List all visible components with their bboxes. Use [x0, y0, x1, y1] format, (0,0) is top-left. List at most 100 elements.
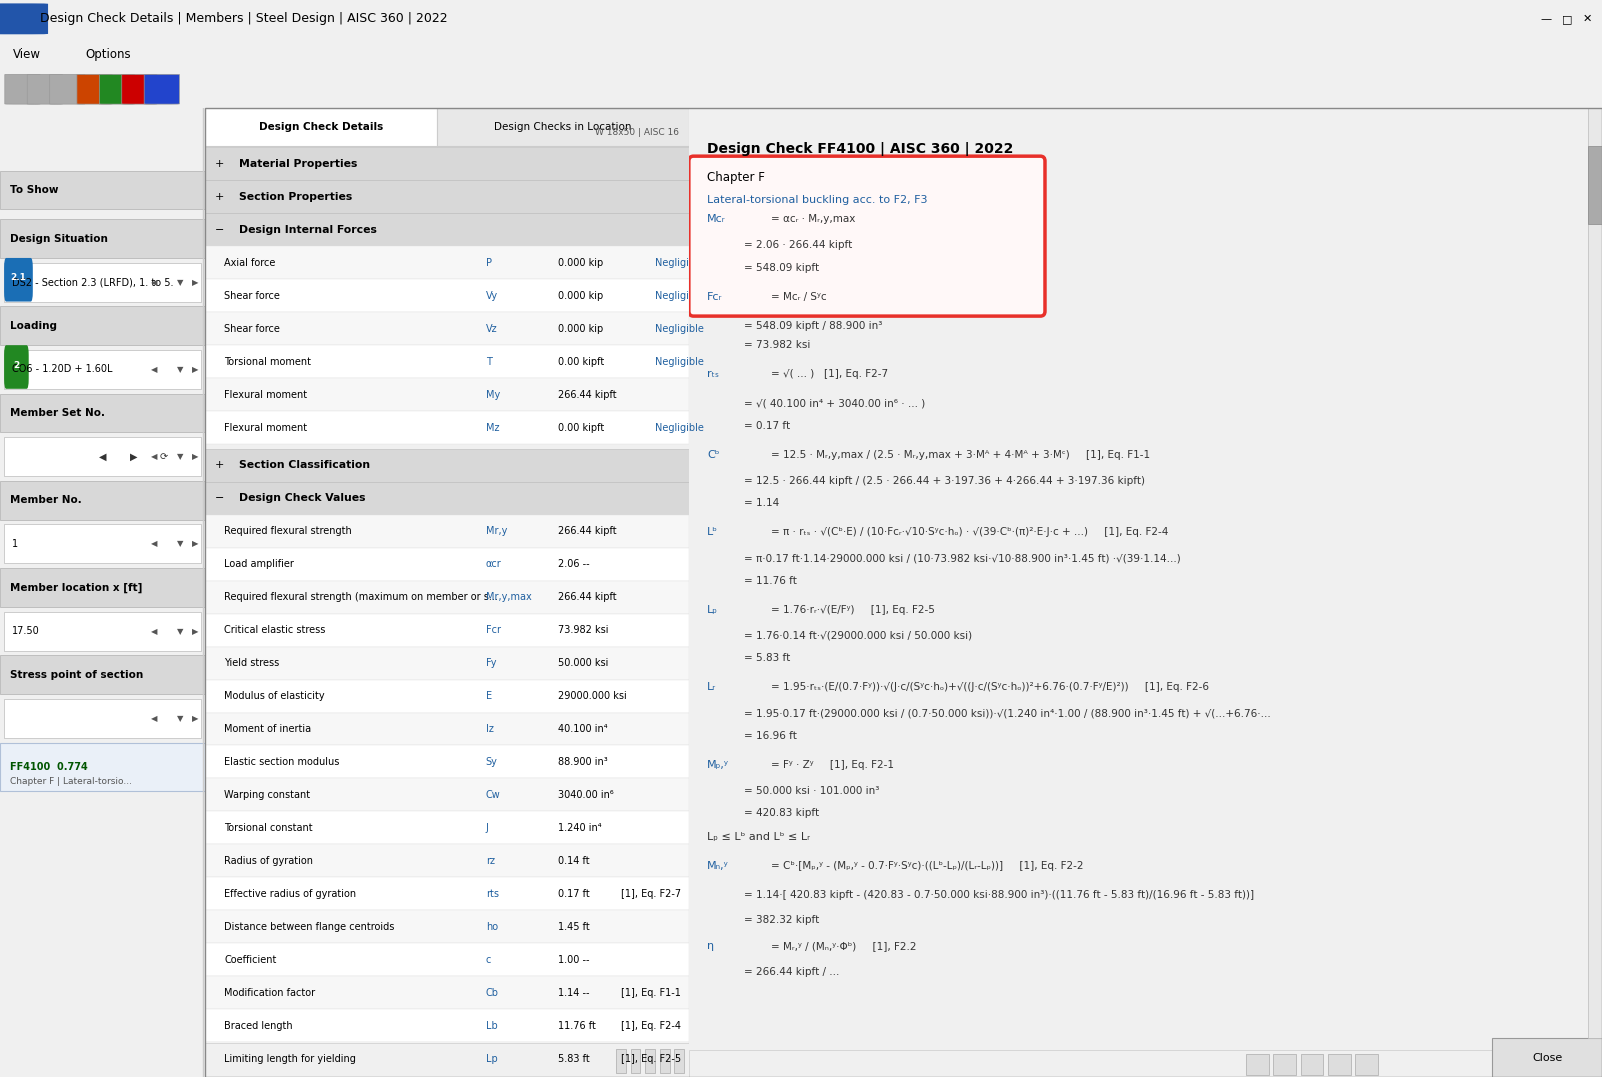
Text: = Mᴄᵣ / Sʸᴄ: = Mᴄᵣ / Sʸᴄ: [771, 292, 827, 302]
Text: Effective radius of gyration: Effective radius of gyration: [224, 889, 357, 899]
Text: 266.44 kipft: 266.44 kipft: [557, 390, 617, 400]
Text: = Cᵇ·[Mₚ,ʸ - (Mₚ,ʸ - 0.7·Fʸ·Sʸᴄ)·((Lᵇ-Lₚ)/(Lᵣ-Lₚ))]     [1], Eq. F2-2: = Cᵇ·[Mₚ,ʸ - (Mₚ,ʸ - 0.7·Fʸ·Sʸᴄ)·((Lᵇ-Lₚ…: [771, 861, 1083, 870]
Text: 40.100 in⁴: 40.100 in⁴: [557, 724, 607, 735]
Text: Lp: Lp: [485, 1053, 497, 1064]
Bar: [205, 943, 689, 976]
Text: Fy: Fy: [485, 658, 497, 668]
Bar: [5, 437, 200, 476]
Bar: [205, 1009, 689, 1043]
Bar: [0, 170, 205, 209]
Text: Vy: Vy: [485, 291, 498, 300]
Text: Vz: Vz: [485, 324, 497, 334]
FancyBboxPatch shape: [99, 74, 135, 104]
Bar: [0, 655, 205, 694]
Text: 2.06 --: 2.06 --: [557, 559, 590, 570]
FancyBboxPatch shape: [27, 74, 62, 104]
Text: Yield stress: Yield stress: [224, 658, 280, 668]
Text: Cb: Cb: [485, 988, 498, 997]
Text: αcr: αcr: [485, 559, 501, 570]
Text: +: +: [215, 192, 224, 201]
Text: 29000.000 ksi: 29000.000 ksi: [557, 691, 626, 701]
Text: Torsional constant: Torsional constant: [224, 823, 312, 833]
Text: Design Checks in Location: Design Checks in Location: [495, 122, 631, 132]
Text: Load amplifier: Load amplifier: [224, 559, 295, 570]
Text: Negligible: Negligible: [655, 257, 703, 268]
Text: Section Properties: Section Properties: [239, 192, 352, 201]
FancyBboxPatch shape: [77, 74, 112, 104]
Text: 50.000 ksi: 50.000 ksi: [557, 658, 609, 668]
Text: Close: Close: [1532, 1052, 1562, 1063]
Bar: [205, 449, 689, 481]
Text: ⟳: ⟳: [160, 451, 168, 462]
Bar: [5, 699, 200, 738]
Text: 1: 1: [13, 538, 19, 549]
Text: □: □: [1562, 14, 1572, 24]
Bar: [205, 581, 689, 614]
Text: View: View: [13, 48, 40, 61]
Text: 266.44 kipft: 266.44 kipft: [557, 527, 617, 536]
Text: rₜₛ: rₜₛ: [706, 369, 719, 379]
Text: = 1.95·0.17 ft·(29000.000 ksi / (0.7·50.000 ksi))·√(1.240 in⁴·1.00 / (88.900 in³: = 1.95·0.17 ft·(29000.000 ksi / (0.7·50.…: [743, 709, 1270, 718]
Text: Stress point of section: Stress point of section: [10, 670, 144, 680]
Text: = 11.76 ft: = 11.76 ft: [743, 576, 796, 586]
Text: Critical elastic stress: Critical elastic stress: [224, 625, 325, 635]
Bar: [205, 1075, 689, 1077]
Text: = 1.14·[ 420.83 kipft - (420.83 - 0.7·50.000 ksi·88.900 in³)·((11.76 ft - 5.83 f: = 1.14·[ 420.83 kipft - (420.83 - 0.7·50…: [743, 890, 1254, 899]
Text: Modification factor: Modification factor: [224, 988, 316, 997]
Text: Torsional moment: Torsional moment: [224, 356, 311, 366]
Text: 266.44 kipft: 266.44 kipft: [557, 592, 617, 602]
Bar: [0, 569, 205, 607]
Bar: [205, 646, 689, 680]
Text: Axial force: Axial force: [224, 257, 276, 268]
Text: ◀: ◀: [151, 452, 157, 461]
Bar: [1246, 1053, 1269, 1075]
Text: Section Classification: Section Classification: [239, 460, 370, 471]
Text: Member Set No.: Member Set No.: [10, 408, 106, 418]
Text: = 2.06 · 266.44 kipft: = 2.06 · 266.44 kipft: [743, 240, 852, 250]
Text: Mr,y,max: Mr,y,max: [485, 592, 532, 602]
Text: rz: rz: [485, 856, 495, 866]
Text: ▶: ▶: [192, 452, 199, 461]
Text: E: E: [485, 691, 492, 701]
Bar: [205, 878, 689, 910]
Text: 73.982 ksi: 73.982 ksi: [557, 625, 609, 635]
Text: ▼: ▼: [178, 365, 184, 374]
FancyBboxPatch shape: [144, 74, 179, 104]
Text: 1.00 --: 1.00 --: [557, 954, 590, 965]
Text: = 266.44 kipft / ...: = 266.44 kipft / ...: [743, 967, 839, 977]
Text: DS2 - Section 2.3 (LRFD), 1. to 5.: DS2 - Section 2.3 (LRFD), 1. to 5.: [13, 277, 173, 288]
Text: = 5.83 ft: = 5.83 ft: [743, 654, 790, 663]
Text: Modulus of elasticity: Modulus of elasticity: [224, 691, 325, 701]
Bar: [1274, 1053, 1296, 1075]
Text: = 548.09 kipft: = 548.09 kipft: [743, 263, 819, 272]
Text: ▶: ▶: [130, 451, 138, 462]
Bar: [205, 844, 689, 878]
Text: Lateral-torsional buckling acc. to F2, F3: Lateral-torsional buckling acc. to F2, F…: [706, 195, 928, 205]
Text: To Show: To Show: [10, 185, 59, 195]
Text: = 0.17 ft: = 0.17 ft: [743, 421, 790, 431]
Text: ✕: ✕: [1583, 14, 1592, 24]
Bar: [689, 1050, 1602, 1077]
Text: = 1.14: = 1.14: [743, 499, 779, 508]
Text: Required flexural strength (maximum on member or s...: Required flexural strength (maximum on m…: [224, 592, 498, 602]
Bar: [205, 108, 437, 146]
Text: = √( 40.100 in⁴ + 3040.00 in⁶ · ... ): = √( 40.100 in⁴ + 3040.00 in⁶ · ... ): [743, 398, 924, 408]
Text: Iz: Iz: [485, 724, 493, 735]
Text: Material Properties: Material Properties: [239, 159, 357, 169]
Text: Lᵣ: Lᵣ: [706, 683, 716, 693]
Bar: [0, 393, 205, 432]
Text: Member No.: Member No.: [10, 495, 82, 505]
Text: 0.00 kipft: 0.00 kipft: [557, 422, 604, 433]
Bar: [631, 1049, 641, 1073]
Text: ◀: ◀: [151, 714, 157, 723]
Bar: [205, 345, 689, 378]
Bar: [205, 481, 689, 515]
Text: ▼: ▼: [178, 540, 184, 548]
Text: = 16.96 ft: = 16.96 ft: [743, 731, 796, 741]
Text: Negligible: Negligible: [655, 422, 703, 433]
Text: Radius of gyration: Radius of gyration: [224, 856, 314, 866]
Bar: [617, 1049, 626, 1073]
Text: Loading: Loading: [10, 321, 58, 331]
Text: Distance between flange centroids: Distance between flange centroids: [224, 922, 394, 932]
Bar: [5, 612, 200, 651]
